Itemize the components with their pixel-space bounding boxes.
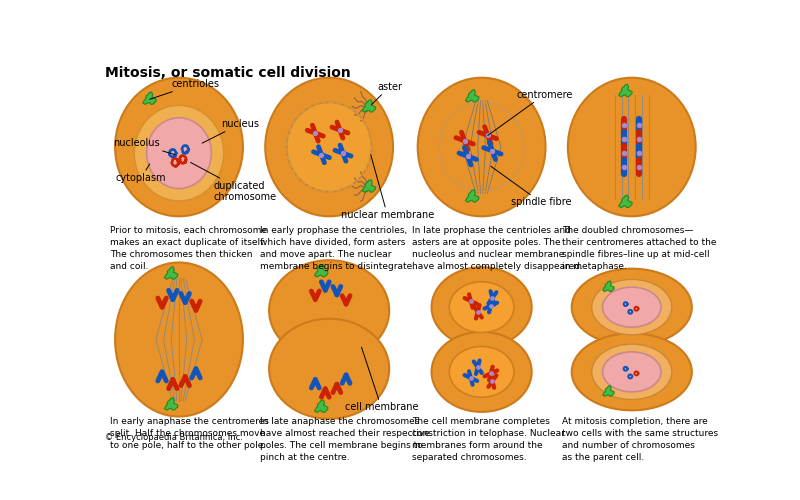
Ellipse shape: [592, 280, 672, 335]
Polygon shape: [602, 281, 614, 291]
Ellipse shape: [572, 268, 692, 345]
Text: At mitosis completion, there are
two cells with the same structures
and number o: At mitosis completion, there are two cel…: [562, 416, 718, 462]
Polygon shape: [143, 92, 156, 104]
Ellipse shape: [290, 320, 368, 359]
Polygon shape: [466, 90, 479, 102]
Ellipse shape: [592, 344, 672, 400]
Text: In late prophase the centrioles and
asters are at opposite poles. The
nucleolus : In late prophase the centrioles and aste…: [412, 226, 583, 271]
Ellipse shape: [266, 78, 393, 216]
Polygon shape: [314, 400, 328, 412]
Ellipse shape: [572, 334, 692, 410]
Ellipse shape: [134, 106, 224, 201]
Text: The doubled chromosomes—
their centromeres attached to the
spindle fibres–line u: The doubled chromosomes— their centromer…: [562, 226, 717, 271]
Polygon shape: [164, 266, 178, 279]
Ellipse shape: [602, 287, 661, 327]
Text: centrioles: centrioles: [150, 79, 219, 100]
Ellipse shape: [146, 118, 211, 188]
FancyBboxPatch shape: [290, 316, 368, 362]
Ellipse shape: [115, 78, 243, 216]
Polygon shape: [602, 386, 614, 396]
Polygon shape: [618, 195, 632, 207]
Text: aster: aster: [371, 82, 402, 104]
Polygon shape: [164, 398, 178, 410]
Text: In early prophase the centrioles,
which have divided, form asters
and move apart: In early prophase the centrioles, which …: [260, 226, 415, 271]
Text: nucleolus: nucleolus: [114, 138, 175, 154]
Text: Mitosis, or somatic cell division: Mitosis, or somatic cell division: [105, 66, 351, 80]
Text: nuclear membrane: nuclear membrane: [341, 154, 434, 220]
Ellipse shape: [431, 267, 532, 347]
Polygon shape: [466, 190, 479, 202]
Text: cytoplasm: cytoplasm: [116, 164, 166, 183]
Ellipse shape: [450, 282, 514, 333]
Text: © Encyclopaedia Britannica, Inc.: © Encyclopaedia Britannica, Inc.: [105, 433, 243, 442]
Ellipse shape: [418, 78, 546, 216]
Text: Prior to mitosis, each chromosome
makes an exact duplicate of itself.
The chromo: Prior to mitosis, each chromosome makes …: [110, 226, 266, 271]
Text: nucleus: nucleus: [202, 119, 259, 143]
Polygon shape: [314, 264, 328, 277]
Ellipse shape: [286, 102, 371, 192]
Ellipse shape: [450, 346, 514, 398]
Text: duplicated
chromosome: duplicated chromosome: [190, 162, 277, 202]
Ellipse shape: [269, 260, 390, 360]
Ellipse shape: [431, 332, 532, 412]
Text: In early anaphase the centromeres
split. Half the chromosomes move
to one pole, : In early anaphase the centromeres split.…: [110, 416, 269, 450]
Ellipse shape: [269, 318, 390, 419]
Text: In late anaphase the chromosomes
have almost reached their respective
poles. The: In late anaphase the chromosomes have al…: [260, 416, 430, 462]
Text: spindle fibre: spindle fibre: [491, 166, 571, 207]
Polygon shape: [362, 180, 376, 192]
Polygon shape: [362, 100, 376, 112]
Ellipse shape: [602, 352, 661, 392]
Polygon shape: [618, 84, 632, 96]
Text: cell membrane: cell membrane: [345, 347, 418, 412]
Text: The cell membrane completes
constriction in telophase. Nuclear
membranes form ar: The cell membrane completes constriction…: [412, 416, 565, 462]
Ellipse shape: [568, 78, 696, 216]
Ellipse shape: [115, 262, 243, 416]
Text: centromere: centromere: [488, 90, 573, 136]
